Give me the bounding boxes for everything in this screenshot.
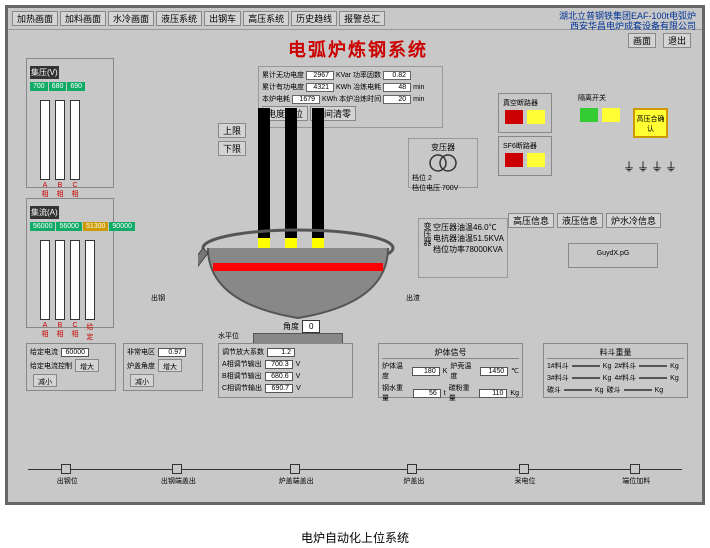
transformer2-panel: 变压器 空压器油温46.0℃ 电抗器油温51.5KVA 档位功率78000KVA [418, 218, 508, 278]
menu-btn-5[interactable]: 高压系统 [243, 11, 289, 26]
inc2-btn[interactable]: 增大 [158, 359, 182, 372]
up-btn[interactable]: 上限 [218, 123, 246, 138]
level-label: 水平位 [218, 331, 239, 341]
angle-value: 0 [302, 320, 320, 333]
isolator-indicator [580, 108, 598, 122]
zone-panel: 非常电区0.97 炉盖角度增大 减小 [123, 343, 203, 391]
status-box: GuydX.pG [568, 243, 658, 268]
isolator-label: 隔离开关 [578, 93, 606, 103]
inc-btn[interactable]: 增大 [75, 359, 99, 372]
slag-label: 出渣 [406, 293, 420, 303]
page-title: 电弧炉炼钢系统 [288, 36, 428, 62]
caption: 电炉自动化上位系统 [0, 529, 710, 546]
exit-btn[interactable]: 退出 [663, 33, 691, 48]
menu-btn-4[interactable]: 出钢车 [204, 11, 241, 26]
header-company: 湖北立普钢铁集团EAF-100t电弧炉 西安华昌电炉成套设备有限公司 画面 退出 [559, 11, 696, 31]
furnace-signal-panel: 炉体信号 炉体温度180K炉壳温度1450℃ 钢水重量56t碳粉重量110Kg [378, 343, 523, 398]
menu-btn-2[interactable]: 水冷画面 [108, 11, 154, 26]
process-timeline: 出钢位 出钢端盖出 炉盖端盖出 炉盖出 采电位 端位加料 [28, 454, 682, 494]
vacuum-breaker-indicator [505, 110, 523, 124]
menu-btn-0[interactable]: 加热画面 [12, 11, 58, 26]
transformer-panel: 变压器 档位 2 档位电压 700V [408, 138, 478, 188]
electrode-a [258, 108, 270, 238]
tap-label: 出钢 [151, 293, 165, 303]
current-gauge: 集流(A) 56000 56000 51300 90000 A相B相C相给定 [26, 198, 114, 328]
screen-btn[interactable]: 画面 [628, 33, 656, 48]
setcurrent-panel: 给定电流60000 给定电流控制增大 减小 [26, 343, 116, 391]
switch-panel: 真空断路器 SF6断路器 [498, 93, 552, 179]
hopper-panel: 料斗重量 1#料斗Kg2#料斗Kg 3#料斗Kg4#料斗Kg 碳斗Kg碳斗Kg [543, 343, 688, 398]
dec2-btn[interactable]: 减小 [130, 374, 154, 387]
ground-icon: ⏚⏚⏚⏚ [623, 158, 679, 175]
sf6-breaker-indicator [505, 153, 523, 167]
voltage-gauge: 集压(V) 700 680 690 A相B相C相 [26, 58, 114, 188]
electrode-c [312, 108, 324, 238]
hyd-info-btn[interactable]: 液压信息 [557, 213, 603, 228]
hv-info-btn[interactable]: 高压信息 [508, 213, 554, 228]
water-info-btn[interactable]: 炉水冷信息 [606, 213, 661, 228]
electrode-b [285, 108, 297, 238]
menu-btn-6[interactable]: 历史趋线 [291, 11, 337, 26]
menu-btn-1[interactable]: 加料画面 [60, 11, 106, 26]
dec-btn[interactable]: 减小 [33, 374, 57, 387]
furnace-diagram: 上限 下限 角度0 [168, 108, 418, 368]
dn-btn[interactable]: 下限 [218, 141, 246, 156]
menu-btn-3[interactable]: 液压系统 [156, 11, 202, 26]
menu-btn-7[interactable]: 报警总汇 [339, 11, 385, 26]
hv-confirm-box[interactable]: 高压合确认 [633, 108, 668, 138]
regulation-panel: 调节放大系数1.2 A相调节输出700.3V B相调节输出680.6V C相调节… [218, 343, 353, 398]
